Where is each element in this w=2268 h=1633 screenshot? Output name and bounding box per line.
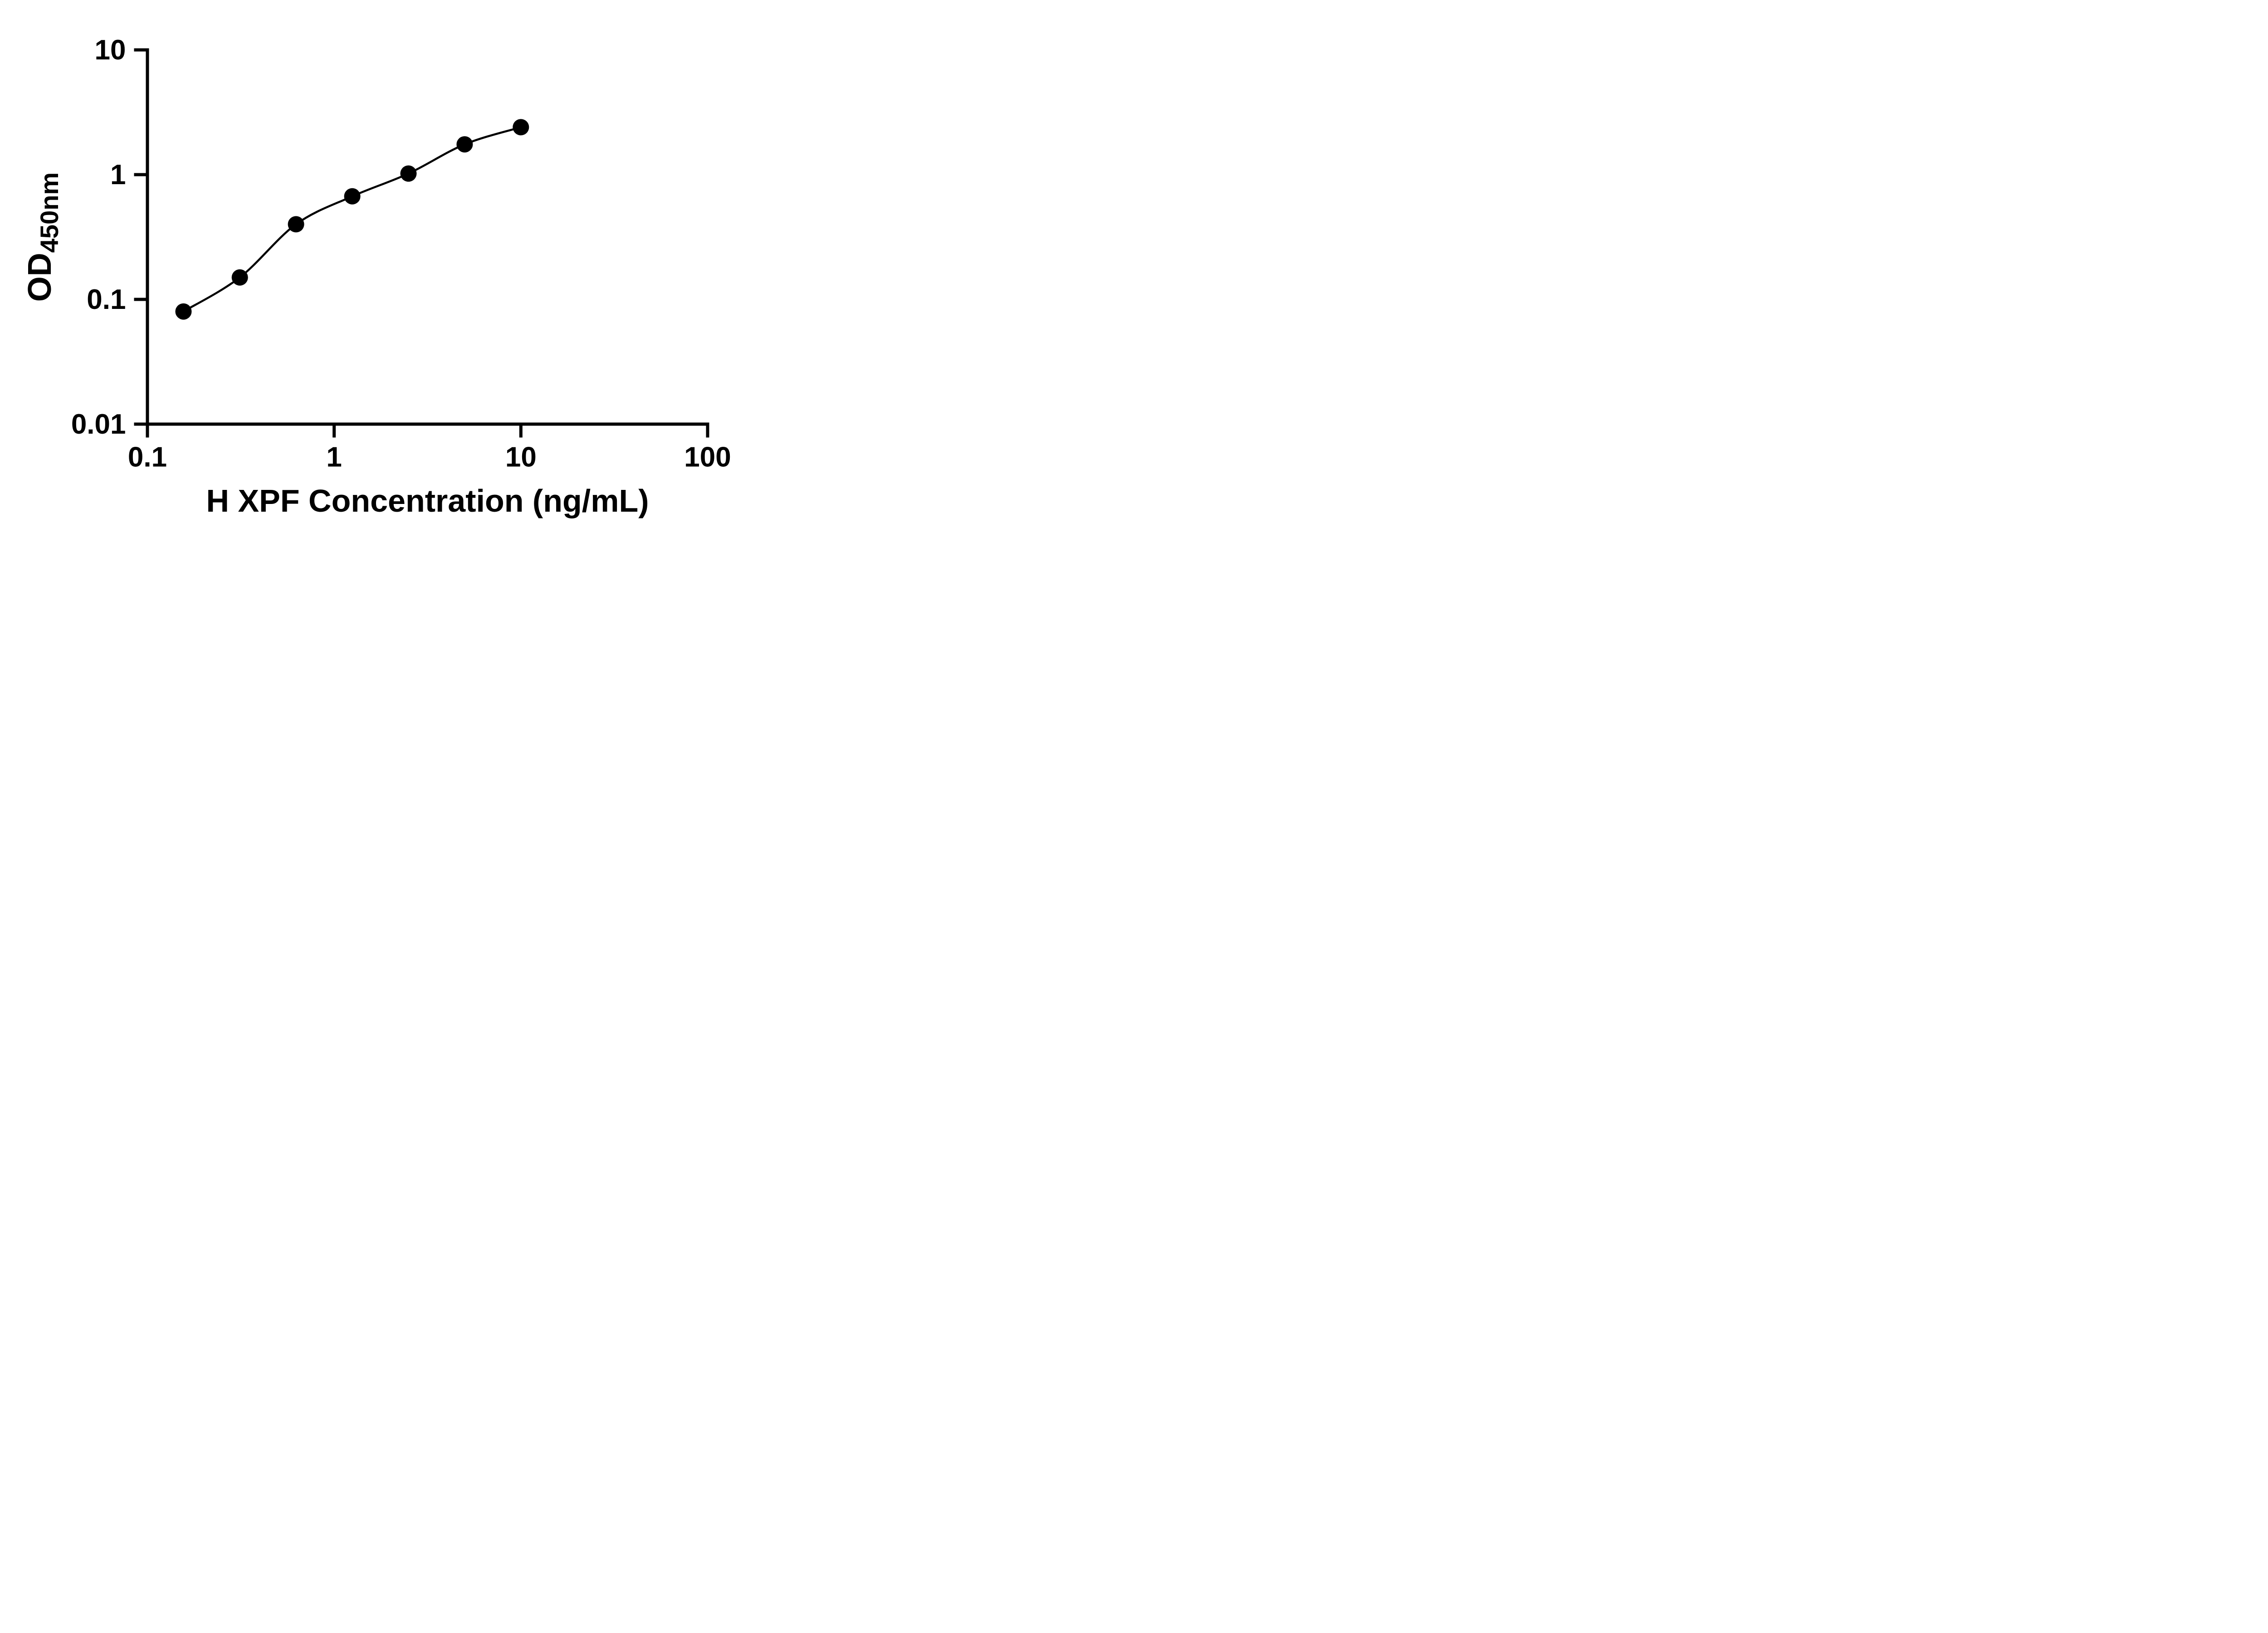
y-tick-label: 1 — [110, 159, 126, 191]
elisa-standard-curve-figure: 0.1 1 10 100 0.01 0.1 1 10 H XPF Concentration (… — [0, 0, 776, 544]
data-point — [175, 303, 192, 320]
svg-text:OD450nm: OD450nm — [22, 172, 64, 302]
data-point — [288, 216, 304, 233]
x-tick-label: 100 — [684, 442, 731, 473]
data-point — [513, 119, 529, 136]
y-tick-label: 0.1 — [87, 284, 126, 315]
data-point — [231, 269, 248, 286]
x-tick-label: 0.1 — [128, 442, 167, 473]
y-axis-title: OD450nm — [22, 172, 64, 302]
axes-spine — [146, 48, 709, 426]
x-tick-label: 10 — [505, 442, 537, 473]
y-tick-label: 0.01 — [71, 409, 126, 440]
data-point — [456, 136, 473, 153]
data-point — [400, 165, 417, 182]
y-tick-label: 10 — [95, 34, 126, 66]
data-point — [344, 188, 361, 205]
x-axis-title: H XPF Concentration (ng/mL) — [206, 483, 649, 518]
fit-curve — [183, 126, 521, 313]
x-tick-label: 1 — [326, 442, 342, 473]
